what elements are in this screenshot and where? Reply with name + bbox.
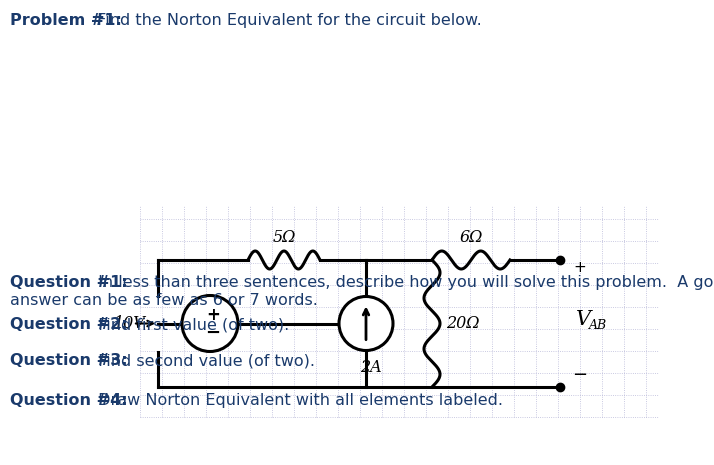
Circle shape <box>182 295 238 352</box>
Text: 2A: 2A <box>360 359 382 376</box>
Text: Question #1:: Question #1: <box>10 275 128 290</box>
Text: 20Ω: 20Ω <box>446 315 480 332</box>
Text: AB: AB <box>589 319 607 332</box>
Text: Question #3:: Question #3: <box>10 353 128 368</box>
Text: Problem #1:: Problem #1: <box>10 13 122 28</box>
Text: answer can be as few as 6 or 7 words.: answer can be as few as 6 or 7 words. <box>10 293 318 308</box>
Text: Question #2:: Question #2: <box>10 317 128 332</box>
Text: 6Ω: 6Ω <box>459 229 483 246</box>
Text: In less than three sentences, describe how you will solve this problem.  A good: In less than three sentences, describe h… <box>93 275 714 290</box>
Text: Draw Norton Equivalent with all elements labeled.: Draw Norton Equivalent with all elements… <box>93 393 503 408</box>
Text: 10V: 10V <box>114 315 146 332</box>
Circle shape <box>339 297 393 351</box>
Text: +: + <box>573 260 586 275</box>
Text: −: − <box>573 366 588 384</box>
Text: +: + <box>206 306 220 324</box>
Text: 5Ω: 5Ω <box>272 229 296 246</box>
Text: V: V <box>576 310 591 329</box>
Text: Find second value (of two).: Find second value (of two). <box>93 353 315 368</box>
Text: Find the Norton Equivalent for the circuit below.: Find the Norton Equivalent for the circu… <box>92 13 482 28</box>
Text: −: − <box>206 324 221 341</box>
Text: Find first value (of two).: Find first value (of two). <box>93 317 289 332</box>
Text: Question #4:: Question #4: <box>10 393 128 408</box>
